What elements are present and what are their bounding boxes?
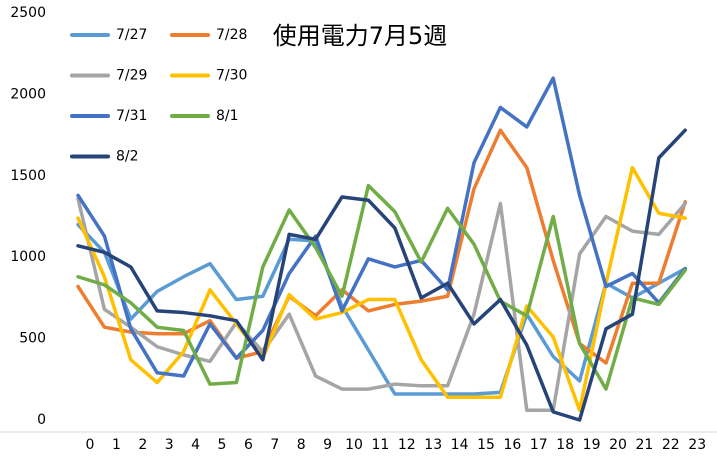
series-line [76, 196, 687, 412]
x-tick-label: 8 [297, 437, 306, 453]
y-tick-label: 500 [19, 331, 46, 347]
y-tick-label: 0 [37, 412, 46, 428]
x-tick-label: 21 [635, 437, 653, 453]
x-tick-label: 12 [398, 437, 416, 453]
y-tick-label: 2500 [10, 5, 46, 21]
series-line [76, 183, 687, 391]
x-tick-label: 6 [244, 437, 253, 453]
x-tick-label: 10 [345, 437, 363, 453]
x-tick-label: 18 [556, 437, 574, 453]
series-line [76, 222, 687, 396]
y-tick-label: 1000 [10, 249, 46, 265]
legend-label: 7/31 [116, 108, 147, 124]
chart-title: 使用電力7月5週 [273, 22, 448, 50]
x-tick-label: 9 [323, 437, 332, 453]
x-tick-label: 19 [583, 437, 601, 453]
series-line [76, 76, 687, 378]
x-tick-label: 2 [138, 437, 147, 453]
y-tick-label: 2000 [10, 86, 46, 102]
legend-label: 7/28 [216, 27, 247, 43]
x-tick-label: 1 [112, 437, 121, 453]
legend-label: 7/30 [216, 68, 247, 84]
x-tick-label: 0 [86, 437, 95, 453]
x-tick-label: 11 [371, 437, 389, 453]
x-tick-label: 17 [530, 437, 548, 453]
legend-label: 7/29 [116, 68, 147, 84]
x-tick-label: 15 [477, 437, 495, 453]
series-line [76, 165, 687, 412]
x-tick-label: 23 [688, 437, 706, 453]
x-tick-label: 4 [191, 437, 200, 453]
x-tick-label: 20 [609, 437, 627, 453]
legend-label: 8/2 [116, 149, 139, 165]
y-tick-label: 1500 [10, 168, 46, 184]
x-tick-label: 13 [424, 437, 442, 453]
x-tick-label: 5 [218, 437, 227, 453]
x-tick-label: 7 [270, 437, 279, 453]
series-line [76, 128, 687, 365]
x-tick-label: 3 [165, 437, 174, 453]
x-tick-label: 14 [451, 437, 469, 453]
legend-label: 8/1 [216, 108, 239, 124]
legend-label: 7/27 [116, 27, 147, 43]
x-tick-label: 22 [662, 437, 680, 453]
series-line [76, 128, 687, 422]
x-tick-label: 16 [503, 437, 521, 453]
